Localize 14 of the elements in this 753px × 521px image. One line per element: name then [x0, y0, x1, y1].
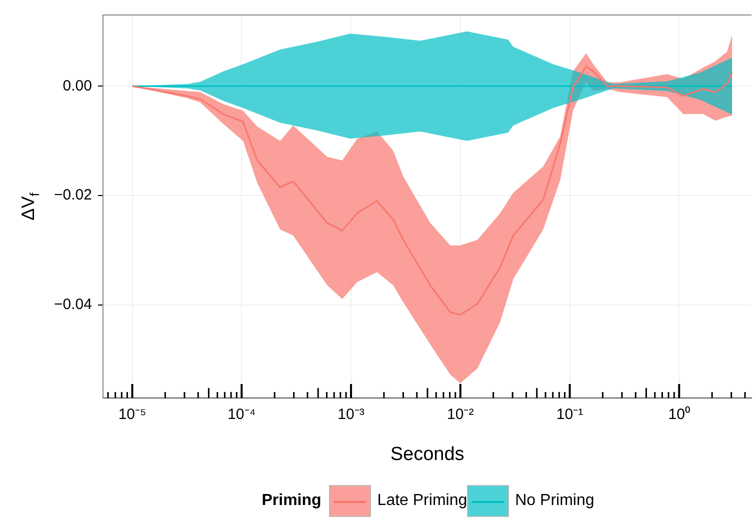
y-tick-label: −0.04 — [54, 296, 92, 314]
legend-label: No Priming — [515, 492, 594, 510]
y-tick-label: 0.00 — [62, 77, 92, 94]
y-tick-label: −0.02 — [54, 186, 92, 204]
y-axis-title: ΔVf — [18, 192, 42, 220]
x-tick-label: 10⁻⁵ — [118, 406, 146, 424]
legend-title: Priming — [262, 492, 322, 510]
x-axis-title: Seconds — [390, 444, 464, 465]
legend-label: Late Priming — [377, 492, 468, 510]
x-tick-label: 10⁻¹ — [556, 406, 584, 424]
x-tick-label: 10⁰ — [668, 406, 690, 424]
x-tick-label: 10⁻² — [447, 406, 474, 424]
x-tick-label: 10⁻³ — [338, 406, 364, 424]
x-tick-label: 10⁻⁴ — [228, 406, 256, 424]
